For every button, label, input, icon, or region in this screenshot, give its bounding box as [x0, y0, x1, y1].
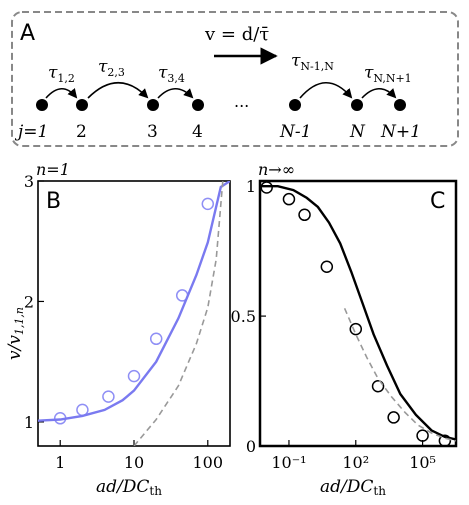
panel-b-asymptote-curve: [133, 181, 224, 446]
panel-c-data-point: [260, 181, 273, 194]
panel-c-x-tick-label: 10⁵: [409, 453, 436, 472]
tau-label: τ2,3: [98, 57, 125, 79]
panel-c-x-tick-label: 10⁻¹: [271, 453, 306, 472]
site-node: [76, 99, 88, 111]
panel-c-xlabel: ad/DCth: [320, 477, 386, 498]
panel-c-data-point: [371, 379, 385, 393]
panel-b-fit-line-curve: [38, 181, 230, 422]
site-node: [192, 99, 204, 111]
panel-b-data-point: [127, 369, 141, 383]
panel-c-x-tick-label: 10²: [342, 453, 369, 472]
panel-b-plot-area: 1 10 100 1 2 3: [24, 172, 230, 472]
panel-b-ylabel: v/v1,1,n: [5, 307, 26, 360]
site-node: [289, 99, 301, 111]
panel-c-plot-area: 10⁻¹ 10² 10⁵ 0 0.5 1: [231, 177, 456, 472]
panel-b-y-tick-label: 3: [24, 172, 34, 191]
panel-c-data-point: [387, 411, 400, 424]
node-label: N+1: [380, 122, 421, 142]
panel-b: n=1 B 1 10 100 1 2 3 ad/DCth v/v1,1,n: [5, 160, 231, 498]
panel-b-y-tick-label: 1: [24, 413, 34, 432]
panel-b-axes-frame: [37, 180, 231, 447]
panel-b-xlabel: ad/DCth: [96, 477, 162, 498]
panel-c-data-point: [349, 322, 363, 336]
panel-a-label: A: [20, 21, 35, 46]
tau-label: τ1,2: [48, 63, 75, 85]
node-label: 3: [147, 122, 158, 142]
site-node: [36, 99, 48, 111]
panel-c-title: n→∞: [258, 160, 295, 179]
panel-b-x-tick-label: 10: [124, 453, 144, 472]
node-label: j=1: [14, 122, 48, 142]
tau-label: τN,N+1: [364, 63, 412, 85]
panel-a-frame: [11, 11, 459, 147]
panel-c-data-point: [320, 260, 334, 273]
panel-c-axes-frame: [258, 179, 458, 448]
panel-b-data-point: [201, 197, 215, 211]
node-label: N: [349, 122, 366, 142]
panel-b-x-tick-label: 100: [193, 453, 224, 472]
panel-c-y-tick-label: 1: [246, 177, 256, 196]
panel-c: n→∞ C 10⁻¹ 10² 10⁵ 0 0.5 1 ad/DCth: [231, 160, 458, 498]
velocity-formula: v = d/τ̄: [204, 24, 269, 45]
hop-arrow: [157, 87, 194, 99]
ellipsis: ...: [234, 92, 249, 111]
hop-arrow: [299, 82, 353, 99]
panel-c-y-tick-label: 0: [246, 437, 256, 456]
panel-c-theory-line-curve: [260, 185, 456, 441]
hop-arrow: [87, 82, 149, 99]
site-node: [351, 99, 363, 111]
site-node: [147, 99, 159, 111]
panel-c-data-point: [416, 429, 429, 442]
node-label: 4: [192, 122, 203, 142]
hop-arrow: [45, 87, 78, 99]
panel-a: A v = d/τ̄ τ1,2 τ2,3 τ3,4 τN-1,N τN,N+1 …: [11, 11, 459, 147]
tau-label: τ3,4: [158, 63, 185, 85]
panel-b-data-point: [102, 390, 115, 403]
panel-c-data-point: [282, 192, 296, 206]
panel-b-title: n=1: [36, 160, 70, 179]
panel-b-x-tick-label: 1: [55, 453, 65, 472]
panel-c-data-point: [438, 434, 452, 448]
panel-c-label: C: [430, 189, 445, 214]
node-label: N-1: [279, 122, 311, 142]
panel-c-y-tick-label: 0.5: [231, 307, 256, 326]
panel-b-data-point: [149, 332, 163, 346]
node-label: 2: [76, 122, 87, 142]
site-node: [394, 99, 406, 111]
hop-arrow: [361, 87, 397, 99]
panel-c-asymptote-curve: [343, 307, 456, 442]
panel-b-label: B: [46, 189, 61, 214]
panel-b-y-tick-label: 2: [24, 292, 34, 311]
panel-c-data-point: [298, 208, 311, 222]
tau-label: τN-1,N: [291, 51, 334, 73]
